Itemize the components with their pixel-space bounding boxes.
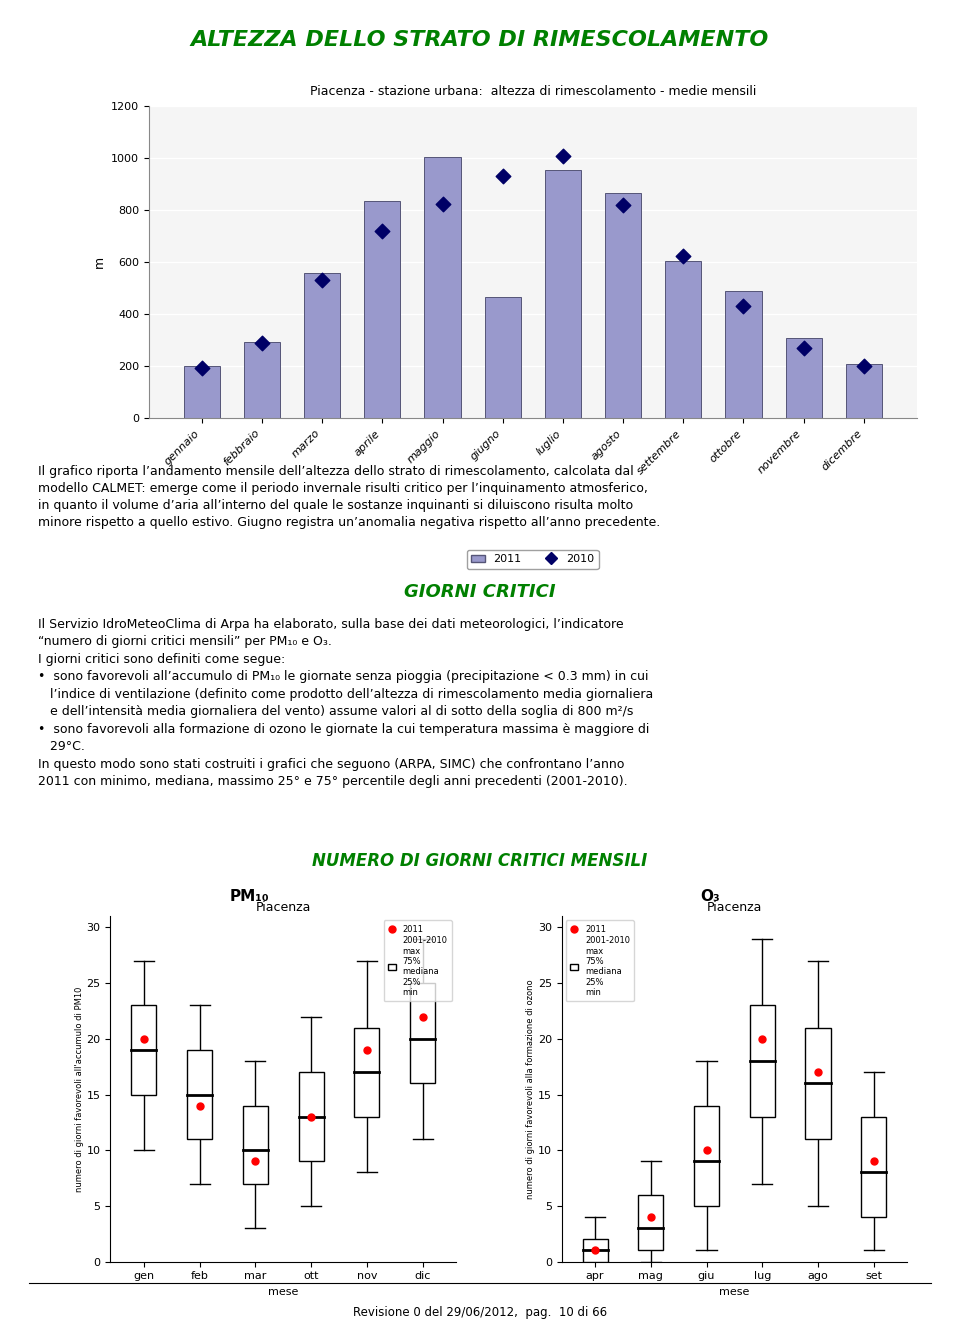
Bar <box>485 297 520 418</box>
Point <box>415 1005 430 1027</box>
Point <box>676 246 691 267</box>
Bar <box>583 1239 608 1262</box>
Point <box>866 1151 881 1173</box>
X-axis label: mese: mese <box>268 1287 299 1297</box>
Point <box>735 296 751 317</box>
Point <box>248 1151 263 1173</box>
Point <box>192 1096 207 1117</box>
Bar <box>354 1028 379 1117</box>
Point <box>374 220 390 242</box>
Bar <box>132 1005 156 1094</box>
Y-axis label: numero di giorni favorevoli all'accumulo di PM10: numero di giorni favorevoli all'accumulo… <box>75 987 84 1191</box>
Point <box>755 1028 770 1049</box>
Point <box>495 166 511 187</box>
Legend: 2011, 2001-2010
max
75%
mediana
25%
min: 2011, 2001-2010 max 75% mediana 25% min <box>383 920 452 1001</box>
Text: ALTEZZA DELLO STRATO DI RIMESCOLAMENTO: ALTEZZA DELLO STRATO DI RIMESCOLAMENTO <box>191 29 769 50</box>
Point <box>315 270 330 291</box>
Title: Piacenza - stazione urbana:  altezza di rimescolamento - medie mensili: Piacenza - stazione urbana: altezza di r… <box>310 85 756 98</box>
Bar <box>805 1028 830 1139</box>
Bar <box>410 983 435 1084</box>
Point <box>136 1028 152 1049</box>
Y-axis label: m: m <box>92 256 106 268</box>
Bar <box>638 1195 663 1251</box>
Text: PM₁₀: PM₁₀ <box>229 888 270 904</box>
Bar <box>243 1106 268 1183</box>
Point <box>359 1040 374 1061</box>
Point <box>615 194 631 215</box>
Bar <box>183 367 220 418</box>
Bar <box>861 1117 886 1216</box>
Bar <box>187 1050 212 1139</box>
Point <box>856 356 872 377</box>
Point <box>699 1139 714 1161</box>
Text: O₃: O₃ <box>701 888 720 904</box>
X-axis label: mese: mese <box>719 1287 750 1297</box>
Point <box>435 193 450 214</box>
Point <box>810 1061 826 1082</box>
Legend: 2011, 2001-2010
max
75%
mediana
25%
min: 2011, 2001-2010 max 75% mediana 25% min <box>565 920 635 1001</box>
Point <box>194 357 209 378</box>
Bar <box>785 337 822 418</box>
Bar <box>605 194 641 418</box>
Text: GIORNI CRITICI: GIORNI CRITICI <box>404 583 556 602</box>
Text: Revisione 0 del 29/06/2012,  pag.  10 di 66: Revisione 0 del 29/06/2012, pag. 10 di 6… <box>353 1305 607 1319</box>
Text: Il grafico riporta l’andamento mensile dell’altezza dello strato di rimescolamen: Il grafico riporta l’andamento mensile d… <box>38 465 660 529</box>
Bar <box>665 262 702 418</box>
Point <box>796 337 811 359</box>
Point <box>254 332 270 353</box>
Bar <box>726 291 761 418</box>
Text: NUMERO DI GIORNI CRITICI MENSILI: NUMERO DI GIORNI CRITICI MENSILI <box>312 853 648 870</box>
Bar <box>304 272 340 418</box>
Legend: 2011, 2010: 2011, 2010 <box>467 550 599 568</box>
Bar <box>846 364 882 418</box>
Y-axis label: numero di giorni favorevoli alla formazione di ozono: numero di giorni favorevoli alla formazi… <box>526 979 535 1199</box>
Bar <box>424 157 461 418</box>
Bar <box>694 1106 719 1206</box>
Title: Piacenza: Piacenza <box>255 900 311 914</box>
Point <box>588 1240 603 1262</box>
Bar <box>545 170 581 418</box>
Title: Piacenza: Piacenza <box>707 900 762 914</box>
Bar <box>364 201 400 418</box>
Text: Il Servizio IdroMeteoClima di Arpa ha elaborato, sulla base dei dati meteorologi: Il Servizio IdroMeteoClima di Arpa ha el… <box>38 618 654 788</box>
Point <box>643 1206 659 1227</box>
Bar <box>299 1072 324 1162</box>
Point <box>303 1106 319 1127</box>
Point <box>555 145 570 166</box>
Bar <box>244 341 280 418</box>
Bar <box>750 1005 775 1117</box>
